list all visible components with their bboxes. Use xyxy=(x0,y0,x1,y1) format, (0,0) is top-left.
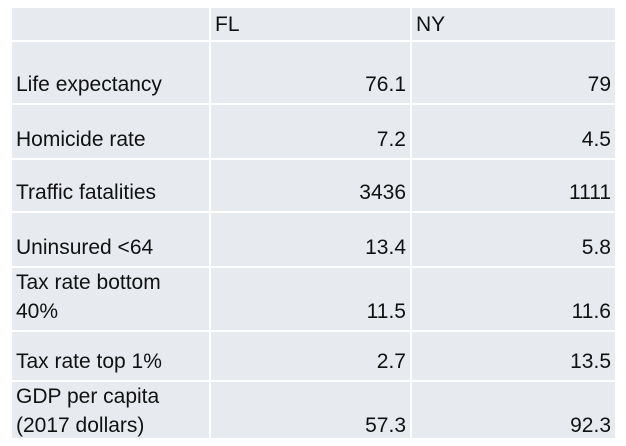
table-row: Homicide rate 7.2 4.5 xyxy=(12,104,617,160)
table-row: GDP per capita (2017 dollars) 57.3 92.3 xyxy=(12,381,617,446)
row-label: Traffic fatalities xyxy=(12,159,211,213)
ny-value: 4.5 xyxy=(411,104,617,160)
fl-value: 3436 xyxy=(210,159,412,213)
ny-value: 1111 xyxy=(411,159,617,213)
fl-value: 57.3 xyxy=(210,381,412,446)
fl-value: 2.7 xyxy=(210,331,412,382)
ny-value: 92.3 xyxy=(411,381,617,446)
row-label: Homicide rate xyxy=(12,104,211,160)
row-label: Tax rate top 1% xyxy=(12,331,211,382)
fl-value: 13.4 xyxy=(210,212,412,268)
ny-value: 5.8 xyxy=(411,212,617,268)
table-row: Uninsured <64 13.4 5.8 xyxy=(12,212,617,268)
ny-value: 13.5 xyxy=(411,331,617,382)
table-row: Traffic fatalities 3436 1111 xyxy=(12,159,617,213)
ny-value: 11.6 xyxy=(411,267,617,332)
header-fl: FL xyxy=(210,8,412,42)
comparison-table: FL NY Life expectancy 76.1 79 Homicide r… xyxy=(12,8,617,446)
table-row: Tax rate top 1% 2.7 13.5 xyxy=(12,331,617,382)
header-empty-cell xyxy=(12,8,211,42)
row-label: Tax rate bottom 40% xyxy=(12,267,211,332)
ny-value: 79 xyxy=(411,41,617,105)
table-row: Tax rate bottom 40% 11.5 11.6 xyxy=(12,267,617,332)
fl-value: 11.5 xyxy=(210,267,412,332)
row-label: Life expectancy xyxy=(12,41,211,105)
fl-value: 76.1 xyxy=(210,41,412,105)
fl-value: 7.2 xyxy=(210,104,412,160)
table-row: Life expectancy 76.1 79 xyxy=(12,41,617,105)
row-label: Uninsured <64 xyxy=(12,212,211,268)
table-header-row: FL NY xyxy=(12,8,617,42)
row-label: GDP per capita (2017 dollars) xyxy=(12,381,211,446)
header-ny: NY xyxy=(411,8,617,42)
